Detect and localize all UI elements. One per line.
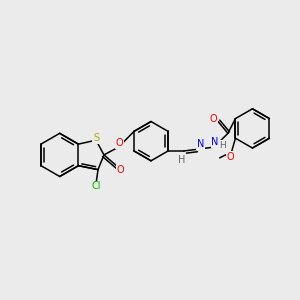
Text: N: N (197, 139, 204, 149)
Text: S: S (93, 133, 99, 143)
Text: Cl: Cl (91, 181, 101, 191)
Text: O: O (117, 165, 124, 175)
Text: O: O (209, 114, 217, 124)
Text: O: O (227, 152, 234, 162)
Text: N: N (212, 137, 219, 147)
Text: H: H (219, 141, 225, 150)
Text: O: O (116, 138, 123, 148)
Text: H: H (178, 155, 185, 165)
